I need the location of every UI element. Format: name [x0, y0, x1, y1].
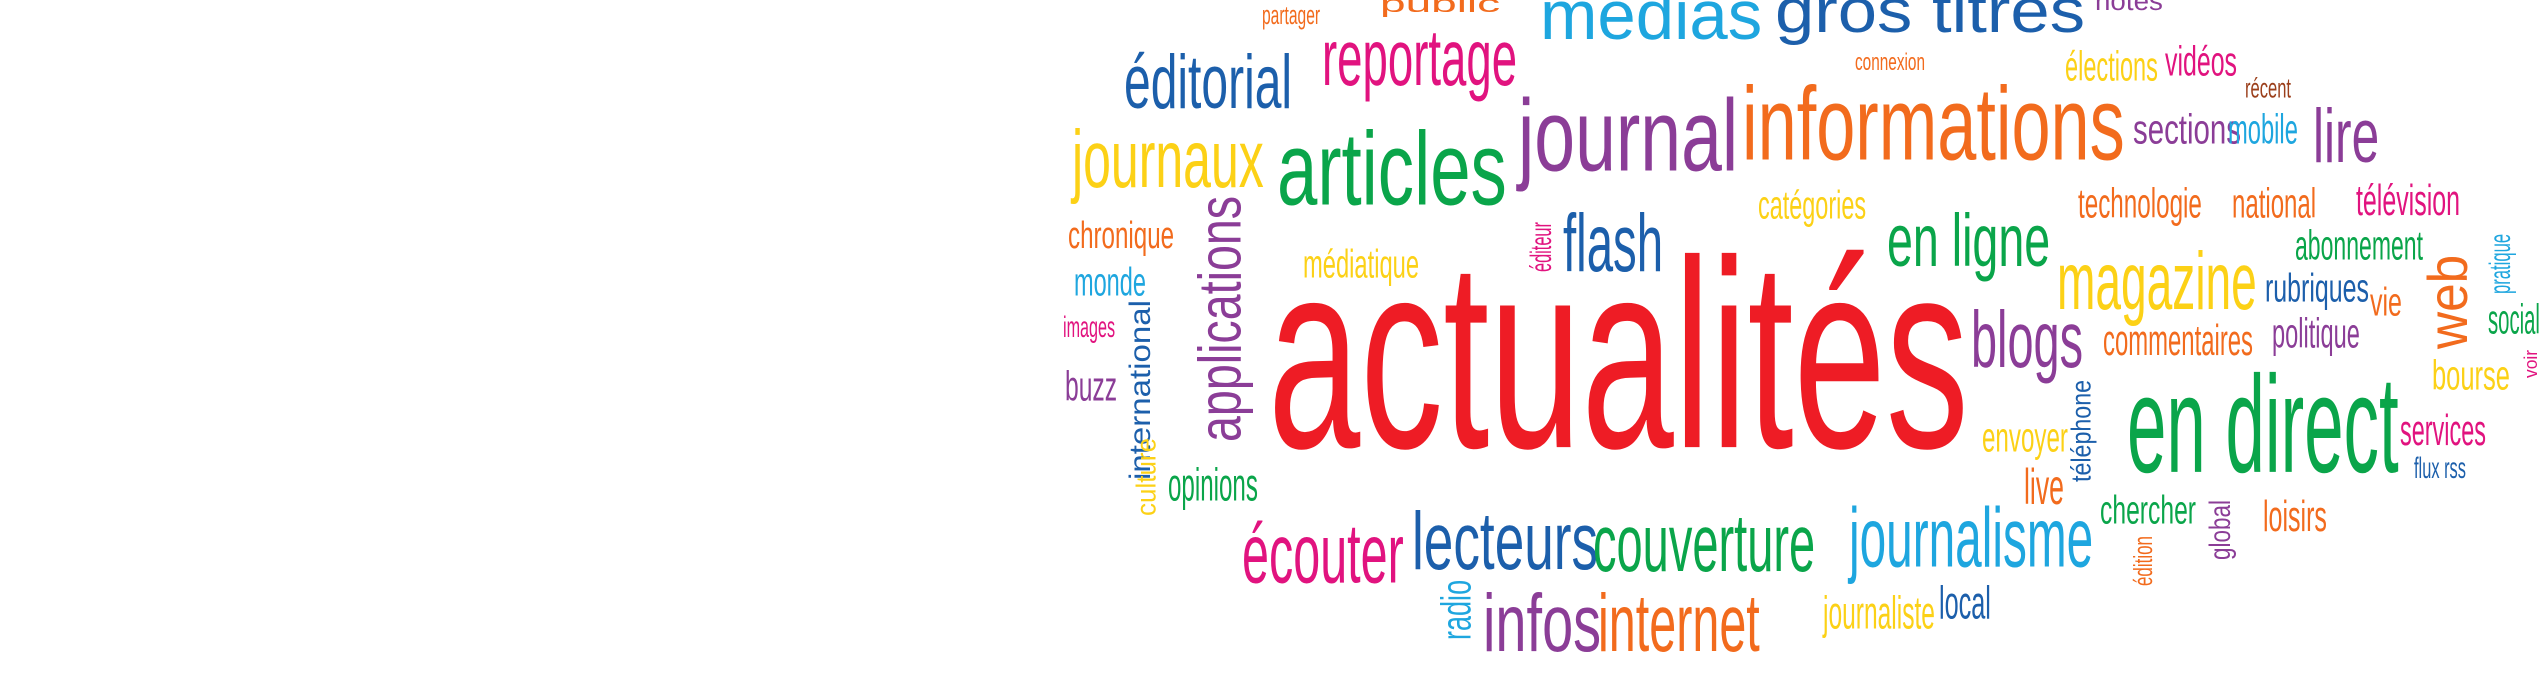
word-categories: catégories: [1758, 182, 1867, 228]
word-magazine: magazine: [2057, 235, 2257, 327]
word-culture: culture: [1130, 437, 1162, 516]
word-internet: internet: [1598, 577, 1760, 669]
word-articles: articles: [1277, 110, 1507, 228]
word-actualites: actualités: [1268, 205, 1969, 507]
word-en-direct: en direct: [2127, 347, 2399, 503]
word-monde: monde: [1074, 259, 1146, 305]
word-flux-rss: flux rss: [2414, 451, 2466, 485]
word-edition: édition: [2128, 536, 2158, 586]
word-ecouter: écouter: [1242, 506, 1404, 602]
word-informations: informations: [1742, 65, 2125, 183]
word-radio: radio: [1432, 579, 1480, 640]
word-journaux: journaux: [1072, 113, 1264, 205]
word-vie: vie: [2370, 279, 2402, 325]
word-technologie: technologie: [2078, 179, 2202, 227]
word-medias: médias: [1540, 0, 1763, 55]
word-reportage: reportage: [1322, 13, 1518, 103]
word-chercher: chercher: [2100, 487, 2197, 533]
word-en-ligne: en ligne: [1887, 199, 2051, 283]
word-television: télévision: [2356, 175, 2460, 225]
word-journalisme: journalisme: [1849, 490, 2094, 586]
word-national: national: [2232, 179, 2317, 227]
word-voir: voir: [2520, 349, 2540, 378]
word-mediatique: médiatique: [1303, 241, 1420, 287]
word-sections: sections: [2133, 105, 2241, 153]
word-telephone: téléphone: [2065, 379, 2097, 482]
word-gros-titres: gros titres: [1775, 0, 2086, 46]
word-connexion: connexion: [1855, 48, 1925, 76]
word-rubriques: rubriques: [2265, 265, 2369, 311]
word-editorial: éditorial: [1124, 39, 1293, 125]
word-notes: notes: [2095, 0, 2163, 16]
word-recent: récent: [2245, 72, 2291, 104]
word-couverture: couverture: [1593, 497, 1816, 589]
word-live: live: [2024, 459, 2065, 515]
word-elections: élections: [2065, 42, 2158, 90]
word-public: public: [1380, 0, 1501, 18]
word-abonnement: abonnement: [2295, 221, 2424, 269]
word-journaliste: journaliste: [1823, 587, 1935, 639]
word-pratique: pratique: [2483, 233, 2517, 294]
word-infos: infos: [1483, 577, 1602, 669]
word-journal: journal: [1518, 78, 1739, 194]
word-web: web: [2416, 254, 2480, 349]
word-services: services: [2400, 405, 2486, 455]
word-partager: partager: [1262, 0, 1321, 30]
word-social: social: [2488, 295, 2540, 343]
word-local: local: [1939, 577, 1991, 629]
word-videos: vidéos: [2165, 37, 2238, 85]
word-chronique: chronique: [1068, 213, 1175, 257]
word-editeur: éditeur: [1524, 222, 1558, 272]
word-loisirs: loisirs: [2263, 491, 2327, 541]
word-images: images: [1063, 310, 1116, 344]
word-blogs: blogs: [1971, 295, 2084, 385]
word-global: global: [2203, 500, 2237, 560]
word-commentaires: commentaires: [2103, 315, 2253, 365]
word-applications: applications: [1186, 195, 1254, 442]
word-opinions: opinions: [1168, 459, 1258, 511]
word-flash: flash: [1563, 197, 1664, 289]
word-envoyer: envoyer: [1982, 413, 2068, 461]
word-lecteurs: lecteurs: [1412, 495, 1599, 587]
word-buzz: buzz: [1065, 362, 1118, 410]
word-bourse: bourse: [2432, 351, 2510, 399]
word-politique: politique: [2272, 309, 2360, 357]
word-lire: lire: [2313, 93, 2380, 179]
word-mobile: mobile: [2228, 105, 2298, 153]
